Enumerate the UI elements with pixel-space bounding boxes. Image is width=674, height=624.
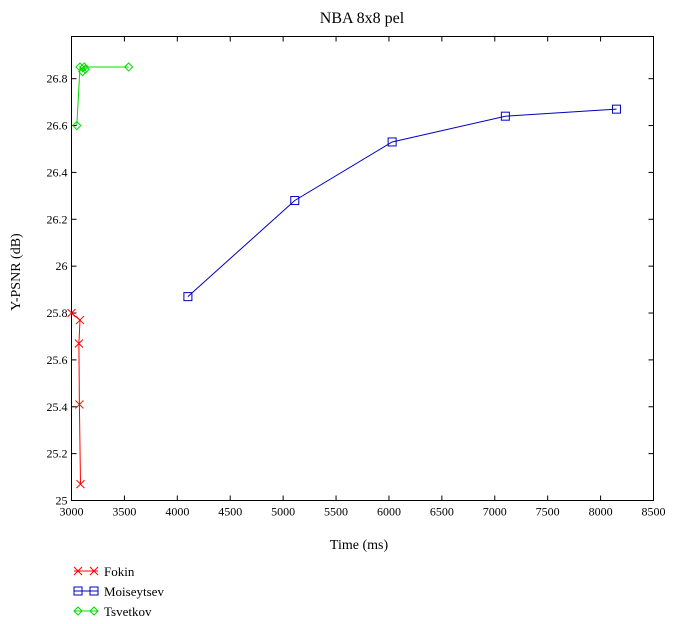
x-tick-label: 4500: [218, 505, 242, 519]
x-tick-label: 4000: [165, 505, 189, 519]
y-tick-label: 26.2: [47, 212, 68, 226]
legend-marker-tsvetkov: [89, 606, 99, 616]
series-layer: [67, 62, 621, 489]
x-axis-label: Time (ms): [330, 538, 389, 553]
series-moiseytsev: [183, 104, 621, 302]
legend-marker-moiseytsev: [89, 586, 99, 596]
legend-label-fokin: Fokin: [104, 564, 135, 579]
legend-item-moiseytsev: Moiseytsev: [73, 584, 164, 599]
data-point-moiseytsev: [611, 104, 621, 114]
data-point-moiseytsev: [500, 111, 510, 121]
series-line-tsvetkov: [76, 65, 129, 126]
legend-marker-moiseytsev: [73, 586, 83, 596]
x-tick-label: 5000: [271, 505, 295, 519]
series-line-moiseytsev: [187, 108, 617, 297]
x-tick-label: 5500: [324, 505, 348, 519]
legend-label-tsvetkov: Tsvetkov: [104, 604, 152, 619]
x-tick-label: 7000: [483, 505, 507, 519]
x-tick-label: 8000: [589, 505, 613, 519]
x-tick-label: 6000: [377, 505, 401, 519]
x-tick-label: 3000: [60, 505, 84, 519]
axis-ticks: 3000 3500 4000 4500 5000 5500 6000 6500 7000 7500…: [47, 36, 666, 519]
plot-frame: [71, 36, 654, 501]
x-tick-label: 6500: [430, 505, 454, 519]
y-tick-label: 26.4: [47, 165, 68, 179]
y-tick-label: 26.6: [47, 119, 68, 133]
data-point-fokin: [75, 315, 85, 325]
data-point-moiseytsev: [290, 196, 300, 206]
legend-item-tsvetkov: Tsvetkov: [73, 604, 152, 619]
data-point-fokin: [76, 479, 85, 489]
x-tick-label: 8500: [642, 505, 666, 519]
y-tick-label: 25.6: [47, 353, 68, 367]
y-tick-label: 25.8: [47, 306, 68, 320]
y-tick-label: 25.4: [47, 400, 68, 414]
data-point-tsvetkov: [72, 120, 82, 131]
data-point-moiseytsev: [183, 292, 193, 302]
x-tick-label: 7500: [536, 505, 560, 519]
data-point-moiseytsev: [387, 137, 397, 147]
y-tick-label: 25.2: [47, 447, 68, 461]
y-tick-label: 25: [56, 494, 68, 508]
y-tick-label: 26: [56, 259, 68, 273]
data-point-tsvetkov: [80, 64, 90, 75]
data-point-fokin: [75, 400, 84, 409]
legend-marker-tsvetkov: [73, 606, 83, 616]
legend-marker-fokin: [73, 566, 83, 576]
series-tsvetkov: [72, 62, 134, 131]
y-tick-label: 26.8: [47, 72, 68, 86]
legend-item-fokin: Fokin: [73, 564, 135, 579]
data-point-fokin: [67, 308, 76, 318]
data-point-tsvetkov: [79, 62, 89, 72]
chart-title: NBA 8x8 pel: [320, 10, 405, 27]
series-fokin: [67, 308, 85, 489]
series-line-fokin: [71, 312, 81, 485]
x-tick-label: 3500: [112, 505, 136, 519]
data-point-tsvetkov: [123, 62, 134, 72]
data-point-fokin: [74, 339, 84, 348]
legend-label-moiseytsev: Moiseytsev: [104, 584, 164, 599]
legend-marker-fokin: [89, 566, 99, 576]
legend: Fokin Moiseytsev Tsvetkov: [73, 564, 164, 619]
y-axis-label: Y-PSNR (dB): [9, 233, 24, 311]
